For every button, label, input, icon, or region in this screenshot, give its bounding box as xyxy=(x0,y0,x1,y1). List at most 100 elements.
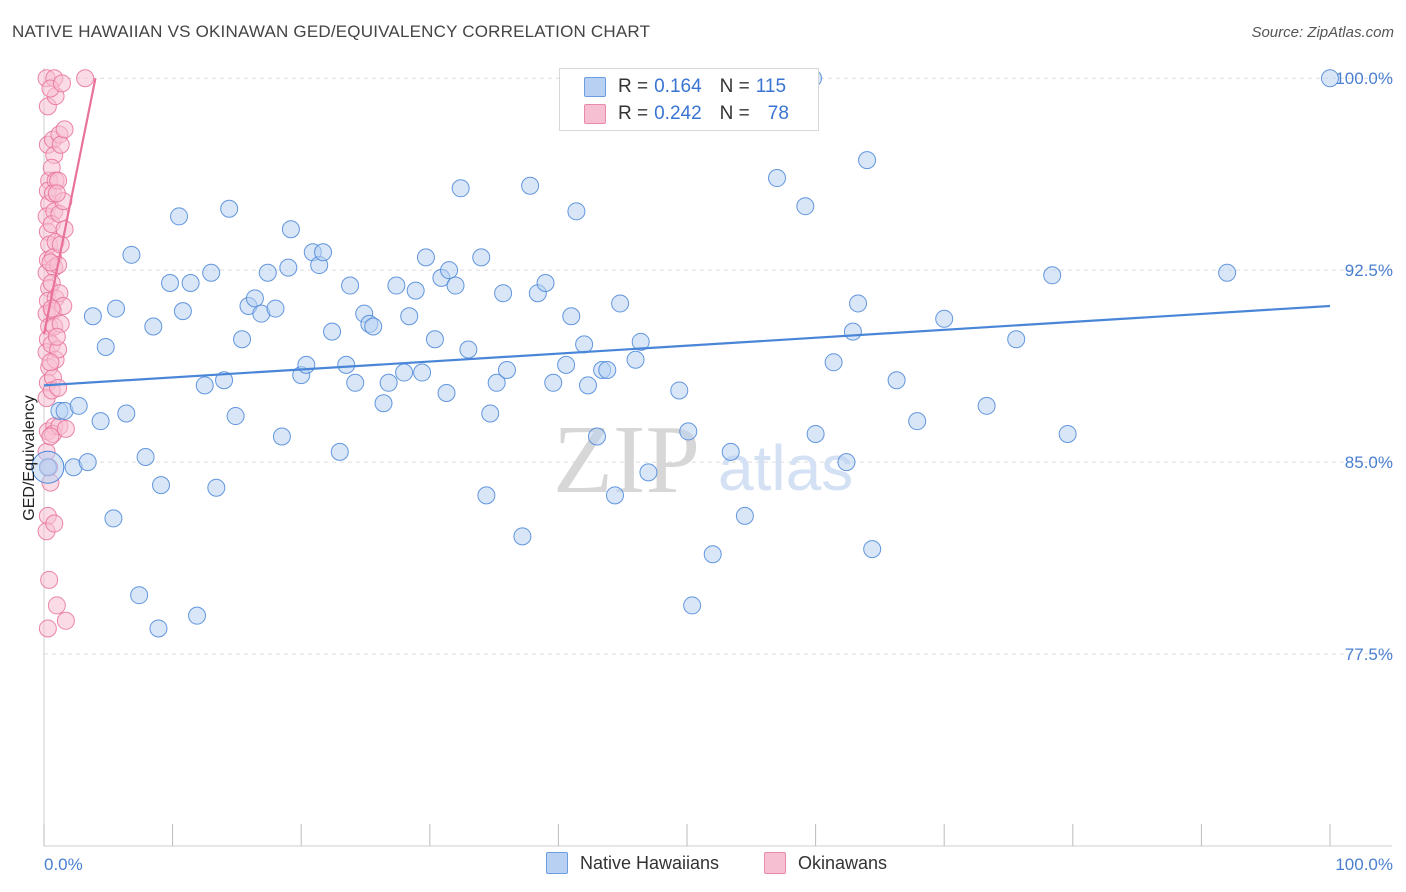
okinawans-points xyxy=(37,69,95,638)
legend-n-label: N = xyxy=(719,76,750,97)
point-native-hawaiian xyxy=(207,478,226,497)
point-native-hawaiian xyxy=(1058,424,1077,443)
point-okinawan xyxy=(47,596,66,615)
point-native-hawaiian xyxy=(379,373,398,392)
point-okinawan xyxy=(51,135,70,154)
point-native-hawaiian xyxy=(721,442,740,461)
legend-n-value: 78 xyxy=(767,103,789,124)
point-native-hawaiian xyxy=(437,384,456,403)
legend-item-native-hawaiians[interactable]: Native Hawaiians xyxy=(546,852,719,874)
point-native-hawaiian xyxy=(858,151,877,170)
point-native-hawaiian xyxy=(215,371,234,390)
point-native-hawaiian xyxy=(107,299,126,318)
point-native-hawaiian xyxy=(446,276,465,295)
legend-row-native-hawaiians: R = 0.164 N = 115 xyxy=(584,75,786,99)
point-native-hawaiian xyxy=(181,273,200,292)
watermark: ZIP atlas xyxy=(553,406,853,514)
point-native-hawaiian xyxy=(374,394,393,413)
point-native-hawaiian xyxy=(562,307,581,326)
native-hawaiians-points xyxy=(31,69,1339,638)
point-native-hawaiian xyxy=(69,396,88,415)
point-native-hawaiian xyxy=(451,179,470,198)
point-native-hawaiian xyxy=(341,276,360,295)
y-tick-label: 85.0% xyxy=(1345,453,1393,472)
point-native-hawaiian xyxy=(683,596,702,615)
point-native-hawaiian xyxy=(796,197,815,216)
point-native-hawaiian xyxy=(144,317,163,336)
point-native-hawaiian xyxy=(1007,330,1026,349)
legend-item-okinawans[interactable]: Okinawans xyxy=(764,852,887,874)
point-native-hawaiian xyxy=(587,427,606,446)
point-native-hawaiian xyxy=(472,248,491,267)
point-native-hawaiian xyxy=(406,281,425,300)
point-native-hawaiian xyxy=(425,330,444,349)
point-native-hawaiian xyxy=(226,407,245,426)
point-native-hawaiian xyxy=(188,606,207,625)
point-native-hawaiian xyxy=(413,363,432,382)
point-native-hawaiian xyxy=(314,243,333,262)
point-native-hawaiian xyxy=(670,381,689,400)
point-okinawan xyxy=(56,419,75,438)
point-native-hawaiian xyxy=(837,453,856,472)
point-native-hawaiian-large xyxy=(31,450,65,484)
point-native-hawaiian xyxy=(173,302,192,321)
series-legend: Native Hawaiians Okinawans xyxy=(0,852,1406,878)
point-okinawan xyxy=(55,120,74,139)
point-native-hawaiian xyxy=(330,442,349,461)
point-native-hawaiian xyxy=(605,486,624,505)
point-native-hawaiian xyxy=(578,376,597,395)
point-native-hawaiian xyxy=(703,545,722,564)
legend-r-label: R = xyxy=(618,76,649,97)
point-native-hawaiian xyxy=(170,207,189,226)
legend-item-label: Okinawans xyxy=(798,852,888,873)
point-okinawan xyxy=(38,619,57,638)
legend-item-label: Native Hawaiians xyxy=(580,852,720,873)
point-okinawan xyxy=(41,427,60,446)
point-native-hawaiian xyxy=(843,322,862,341)
point-native-hawaiian xyxy=(346,373,365,392)
legend-r-value: 0.164 xyxy=(654,76,702,97)
point-native-hawaiian xyxy=(598,360,617,379)
point-native-hawaiian xyxy=(611,294,630,313)
point-native-hawaiian xyxy=(272,427,291,446)
x-tick-label: 0.0% xyxy=(44,855,83,874)
watermark-zip: ZIP xyxy=(553,406,700,514)
point-native-hawaiian xyxy=(136,448,155,466)
point-native-hawaiian xyxy=(575,335,594,354)
stats-legend: R = 0.164 N = 115 R = 0.242 N = 78 xyxy=(559,68,819,131)
point-native-hawaiian xyxy=(152,476,171,495)
point-native-hawaiian xyxy=(122,245,141,264)
point-native-hawaiian xyxy=(104,509,123,528)
point-native-hawaiian xyxy=(78,453,97,472)
point-native-hawaiian xyxy=(281,220,300,239)
point-native-hawaiian xyxy=(626,350,645,369)
point-native-hawaiian xyxy=(849,294,868,313)
chart-title: NATIVE HAWAIIAN VS OKINAWAN GED/EQUIVALE… xyxy=(12,22,651,41)
point-native-hawaiian xyxy=(149,619,168,638)
y-tick-label: 100.0% xyxy=(1335,69,1393,88)
legend-n-label: N = xyxy=(719,103,750,124)
point-native-hawaiian xyxy=(323,322,342,341)
gridlines xyxy=(44,77,1392,655)
tick-labels: 77.5% 85.0% 92.5% 100.0% 0.0% 100.0% xyxy=(44,69,1393,874)
trend-line-okinawans xyxy=(42,78,97,335)
point-native-hawaiian xyxy=(521,176,540,195)
point-okinawan xyxy=(47,184,66,203)
point-native-hawaiian xyxy=(202,263,221,282)
point-okinawan xyxy=(41,353,60,372)
legend-swatch-pink xyxy=(764,852,786,874)
point-native-hawaiian xyxy=(908,412,927,431)
point-native-hawaiian xyxy=(279,258,298,277)
point-native-hawaiian xyxy=(195,376,214,395)
point-native-hawaiian xyxy=(494,284,513,303)
point-native-hawaiian xyxy=(887,371,906,390)
point-native-hawaiian xyxy=(1043,266,1062,285)
point-okinawan xyxy=(56,611,75,630)
point-native-hawaiian xyxy=(1218,263,1237,282)
point-okinawan xyxy=(76,69,95,88)
point-native-hawaiian xyxy=(544,373,563,392)
point-native-hawaiian xyxy=(481,404,500,423)
point-okinawan xyxy=(49,378,68,397)
point-native-hawaiian xyxy=(161,273,180,292)
point-native-hawaiian xyxy=(639,463,658,482)
